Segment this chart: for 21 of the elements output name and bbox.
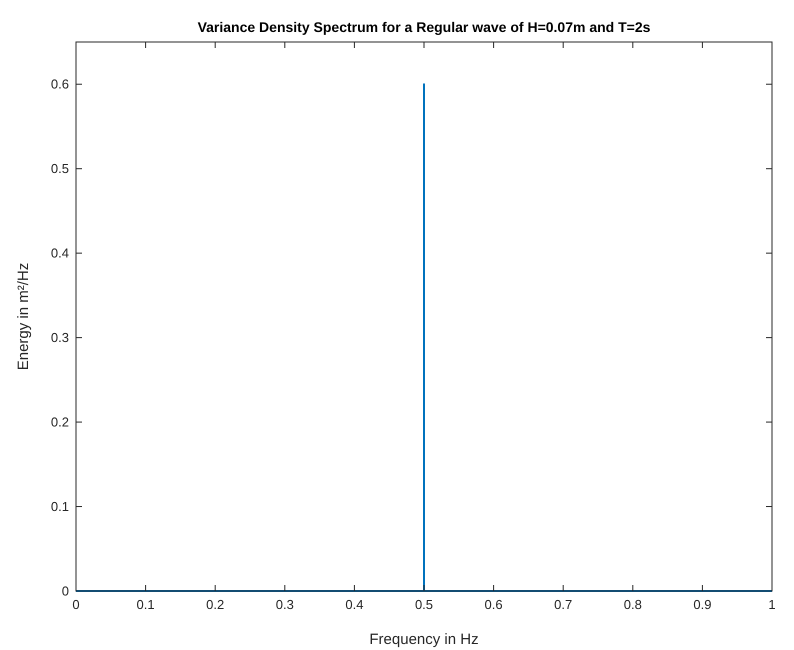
- x-tick-label: 0.4: [345, 597, 364, 612]
- y-axis-title: Energy in m²/Hz: [15, 262, 32, 370]
- chart-title: Variance Density Spectrum for a Regular wave of H=0.07m and T=2s: [198, 19, 651, 35]
- x-tick-label: 0.9: [693, 597, 712, 612]
- x-tick-label: 0.3: [276, 597, 294, 612]
- x-tick-label: 0.1: [136, 597, 155, 612]
- y-tick-label: 0.3: [50, 330, 69, 346]
- y-tick-label: 0.6: [50, 76, 69, 92]
- y-tick-label: 0: [62, 584, 69, 598]
- x-axis-title: Frequency in Hz: [369, 631, 479, 648]
- x-tick-label: 0.5: [414, 597, 434, 612]
- y-tick-label: 0.2: [50, 414, 69, 430]
- x-tick-label: 1: [768, 597, 776, 612]
- y-tick-label: 0.4: [50, 246, 69, 261]
- y-tick-label: 0.1: [50, 499, 69, 514]
- y-tick-label: 0.5: [50, 161, 69, 176]
- x-tick-label: 0.2: [206, 597, 224, 612]
- x-tick-label: 0.7: [554, 597, 572, 612]
- x-tick-label: 0: [72, 597, 80, 612]
- x-tick-label: 0.6: [484, 597, 503, 612]
- x-tick-label: 0.8: [624, 597, 642, 612]
